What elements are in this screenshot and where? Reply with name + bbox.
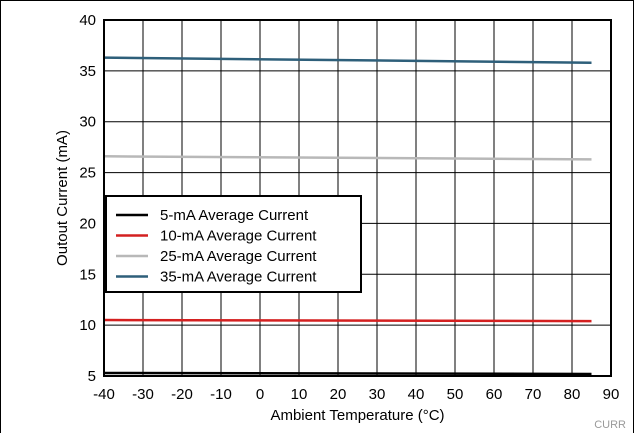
legend-box (105, 195, 362, 293)
series-line (103, 371, 592, 376)
y-tick-label: 25 (79, 165, 96, 182)
y-tick-label: 35 (79, 63, 96, 80)
series-line (103, 318, 592, 323)
x-tick-label: 80 (564, 386, 581, 403)
x-axis-tick-labels: -40 -30 -20 -10 0 10 20 30 40 50 60 70 80 90 (93, 386, 619, 403)
legend-label: 5-mA Average Current (160, 207, 309, 224)
y-tick-label: 10 (79, 317, 96, 334)
x-tick-label: -10 (210, 386, 232, 403)
y-tick-label: 30 (79, 114, 96, 131)
y-axis-tick-labels: 5 10 15 20 25 30 35 40 (79, 12, 96, 385)
series-layer (103, 56, 592, 376)
x-tick-label: 90 (603, 386, 620, 403)
y-tick-label: 40 (79, 12, 96, 29)
plot-area-border (103, 19, 612, 377)
y-tick-label: 20 (79, 215, 96, 232)
legend: 5-mA Average Current 10-mA Average Curren… (105, 195, 362, 293)
x-tick-label: 30 (369, 386, 386, 403)
x-tick-label: -20 (171, 386, 193, 403)
x-tick-label: -40 (93, 386, 115, 403)
y-tick-label: 15 (79, 266, 96, 283)
x-tick-label: 70 (525, 386, 542, 403)
x-tick-label: 40 (408, 386, 425, 403)
y-axis-title: Outout Current (mA) (54, 130, 71, 266)
x-tick-label: 20 (330, 386, 347, 403)
y-tick-label: 5 (88, 368, 96, 385)
legend-label: 25-mA Average Current (160, 248, 317, 265)
x-axis-title: Ambient Temperature (°C) (270, 407, 444, 424)
x-tick-label: 50 (447, 386, 464, 403)
series-line (103, 56, 592, 64)
legend-label: 10-mA Average Current (160, 228, 317, 245)
figure-code-label: CURR (594, 419, 626, 431)
legend-label: 35-mA Average Current (160, 269, 317, 286)
x-tick-label: 10 (291, 386, 308, 403)
series-line (103, 155, 592, 161)
x-tick-label: 0 (256, 386, 264, 403)
x-tick-label: 60 (486, 386, 503, 403)
x-tick-label: -30 (132, 386, 154, 403)
